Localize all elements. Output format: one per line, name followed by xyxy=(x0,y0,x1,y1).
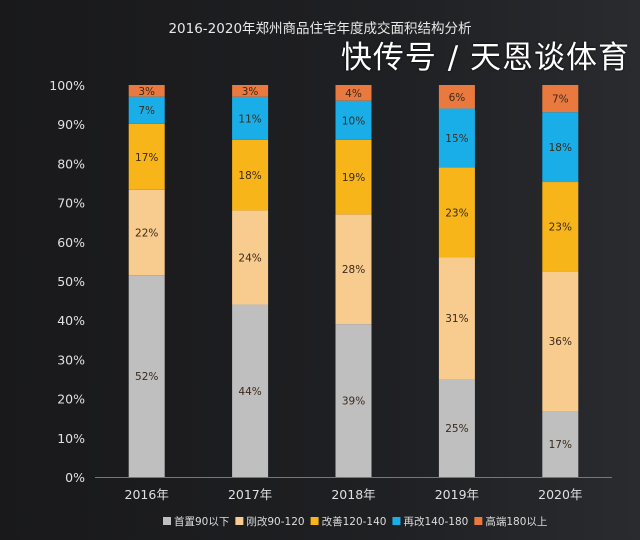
bar-segment xyxy=(542,85,579,113)
data-label: 3% xyxy=(242,86,259,98)
bar-segment xyxy=(232,96,269,140)
legend-label: 再改140-180 xyxy=(403,515,468,528)
bar-segment xyxy=(232,85,269,97)
x-tick-label: 2017年 xyxy=(228,487,272,502)
legend-label: 高端180以上 xyxy=(485,515,547,528)
legend-swatch xyxy=(235,517,244,525)
data-label: 23% xyxy=(549,222,572,234)
data-label: 18% xyxy=(549,142,572,154)
bar-segment xyxy=(438,379,475,477)
data-label: 17% xyxy=(549,439,572,451)
data-label: 17% xyxy=(135,152,158,164)
bar-segment xyxy=(335,100,372,140)
y-tick-label: 0% xyxy=(65,470,85,485)
data-label: 44% xyxy=(238,386,261,398)
watermark-overlay: 快传号 / 天恩谈体育 xyxy=(340,40,630,76)
data-label: 52% xyxy=(135,371,158,383)
y-tick-label: 20% xyxy=(57,392,85,407)
y-tick-label: 50% xyxy=(57,274,85,289)
x-tick-label: 2020年 xyxy=(538,487,582,502)
bar-segment xyxy=(232,139,269,211)
y-tick-label: 60% xyxy=(57,235,85,250)
bar-segment xyxy=(128,189,165,276)
bar-segment xyxy=(128,275,165,477)
data-label: 6% xyxy=(449,92,466,104)
data-label: 39% xyxy=(342,396,365,408)
legend-label: 改善120-140 xyxy=(322,515,387,528)
data-label: 10% xyxy=(342,115,365,127)
legend-label: 刚改90-120 xyxy=(246,515,304,528)
bar-segment xyxy=(438,257,475,379)
y-tick-label: 80% xyxy=(57,156,85,171)
bar-segment xyxy=(335,139,372,215)
legend-swatch xyxy=(310,517,319,525)
bar-segment xyxy=(438,85,475,109)
bar-segment xyxy=(128,96,165,124)
data-label: 3% xyxy=(138,86,155,98)
y-tick-label: 100% xyxy=(49,78,85,93)
data-label: 7% xyxy=(138,105,155,117)
x-tick-label: 2018年 xyxy=(331,487,375,502)
y-tick-label: 90% xyxy=(57,117,85,132)
data-label: 7% xyxy=(552,94,569,106)
data-label: 36% xyxy=(549,336,572,348)
legend-swatch xyxy=(474,517,483,525)
data-label: 15% xyxy=(445,133,468,145)
bar-segment xyxy=(128,85,165,97)
bar-segment xyxy=(542,182,579,272)
bar-segment xyxy=(438,108,475,168)
x-tick-label: 2019年 xyxy=(435,487,479,502)
y-tick-label: 40% xyxy=(57,313,85,328)
legend-label: 首置90以下 xyxy=(174,515,229,528)
data-label: 24% xyxy=(238,252,261,264)
data-label: 28% xyxy=(342,264,365,276)
chart-title: 2016-2020年郑州商品住宅年度成交面积结构分析 xyxy=(168,20,471,37)
bar-segment xyxy=(128,123,165,190)
bar-segment xyxy=(335,324,372,477)
bar-segment xyxy=(542,112,579,183)
bar-segment xyxy=(438,167,475,258)
x-tick-label: 2016年 xyxy=(125,487,169,502)
data-label: 18% xyxy=(238,170,261,182)
bar-segment xyxy=(542,271,579,412)
bar-segment xyxy=(335,85,372,101)
legend-swatch xyxy=(392,517,401,525)
data-label: 11% xyxy=(238,113,261,125)
data-label: 22% xyxy=(135,227,158,239)
y-tick-label: 70% xyxy=(57,196,85,211)
data-label: 31% xyxy=(445,313,468,325)
legend-swatch xyxy=(163,517,171,525)
data-label: 25% xyxy=(445,423,468,435)
bar-segment xyxy=(542,411,579,477)
data-label: 23% xyxy=(445,207,468,219)
bar-segment xyxy=(232,210,269,305)
bar-segment xyxy=(335,214,372,325)
y-tick-label: 10% xyxy=(57,431,85,446)
data-label: 4% xyxy=(345,88,362,100)
bar-segment xyxy=(232,304,269,477)
data-label: 19% xyxy=(342,172,365,184)
y-tick-label: 30% xyxy=(57,352,85,367)
